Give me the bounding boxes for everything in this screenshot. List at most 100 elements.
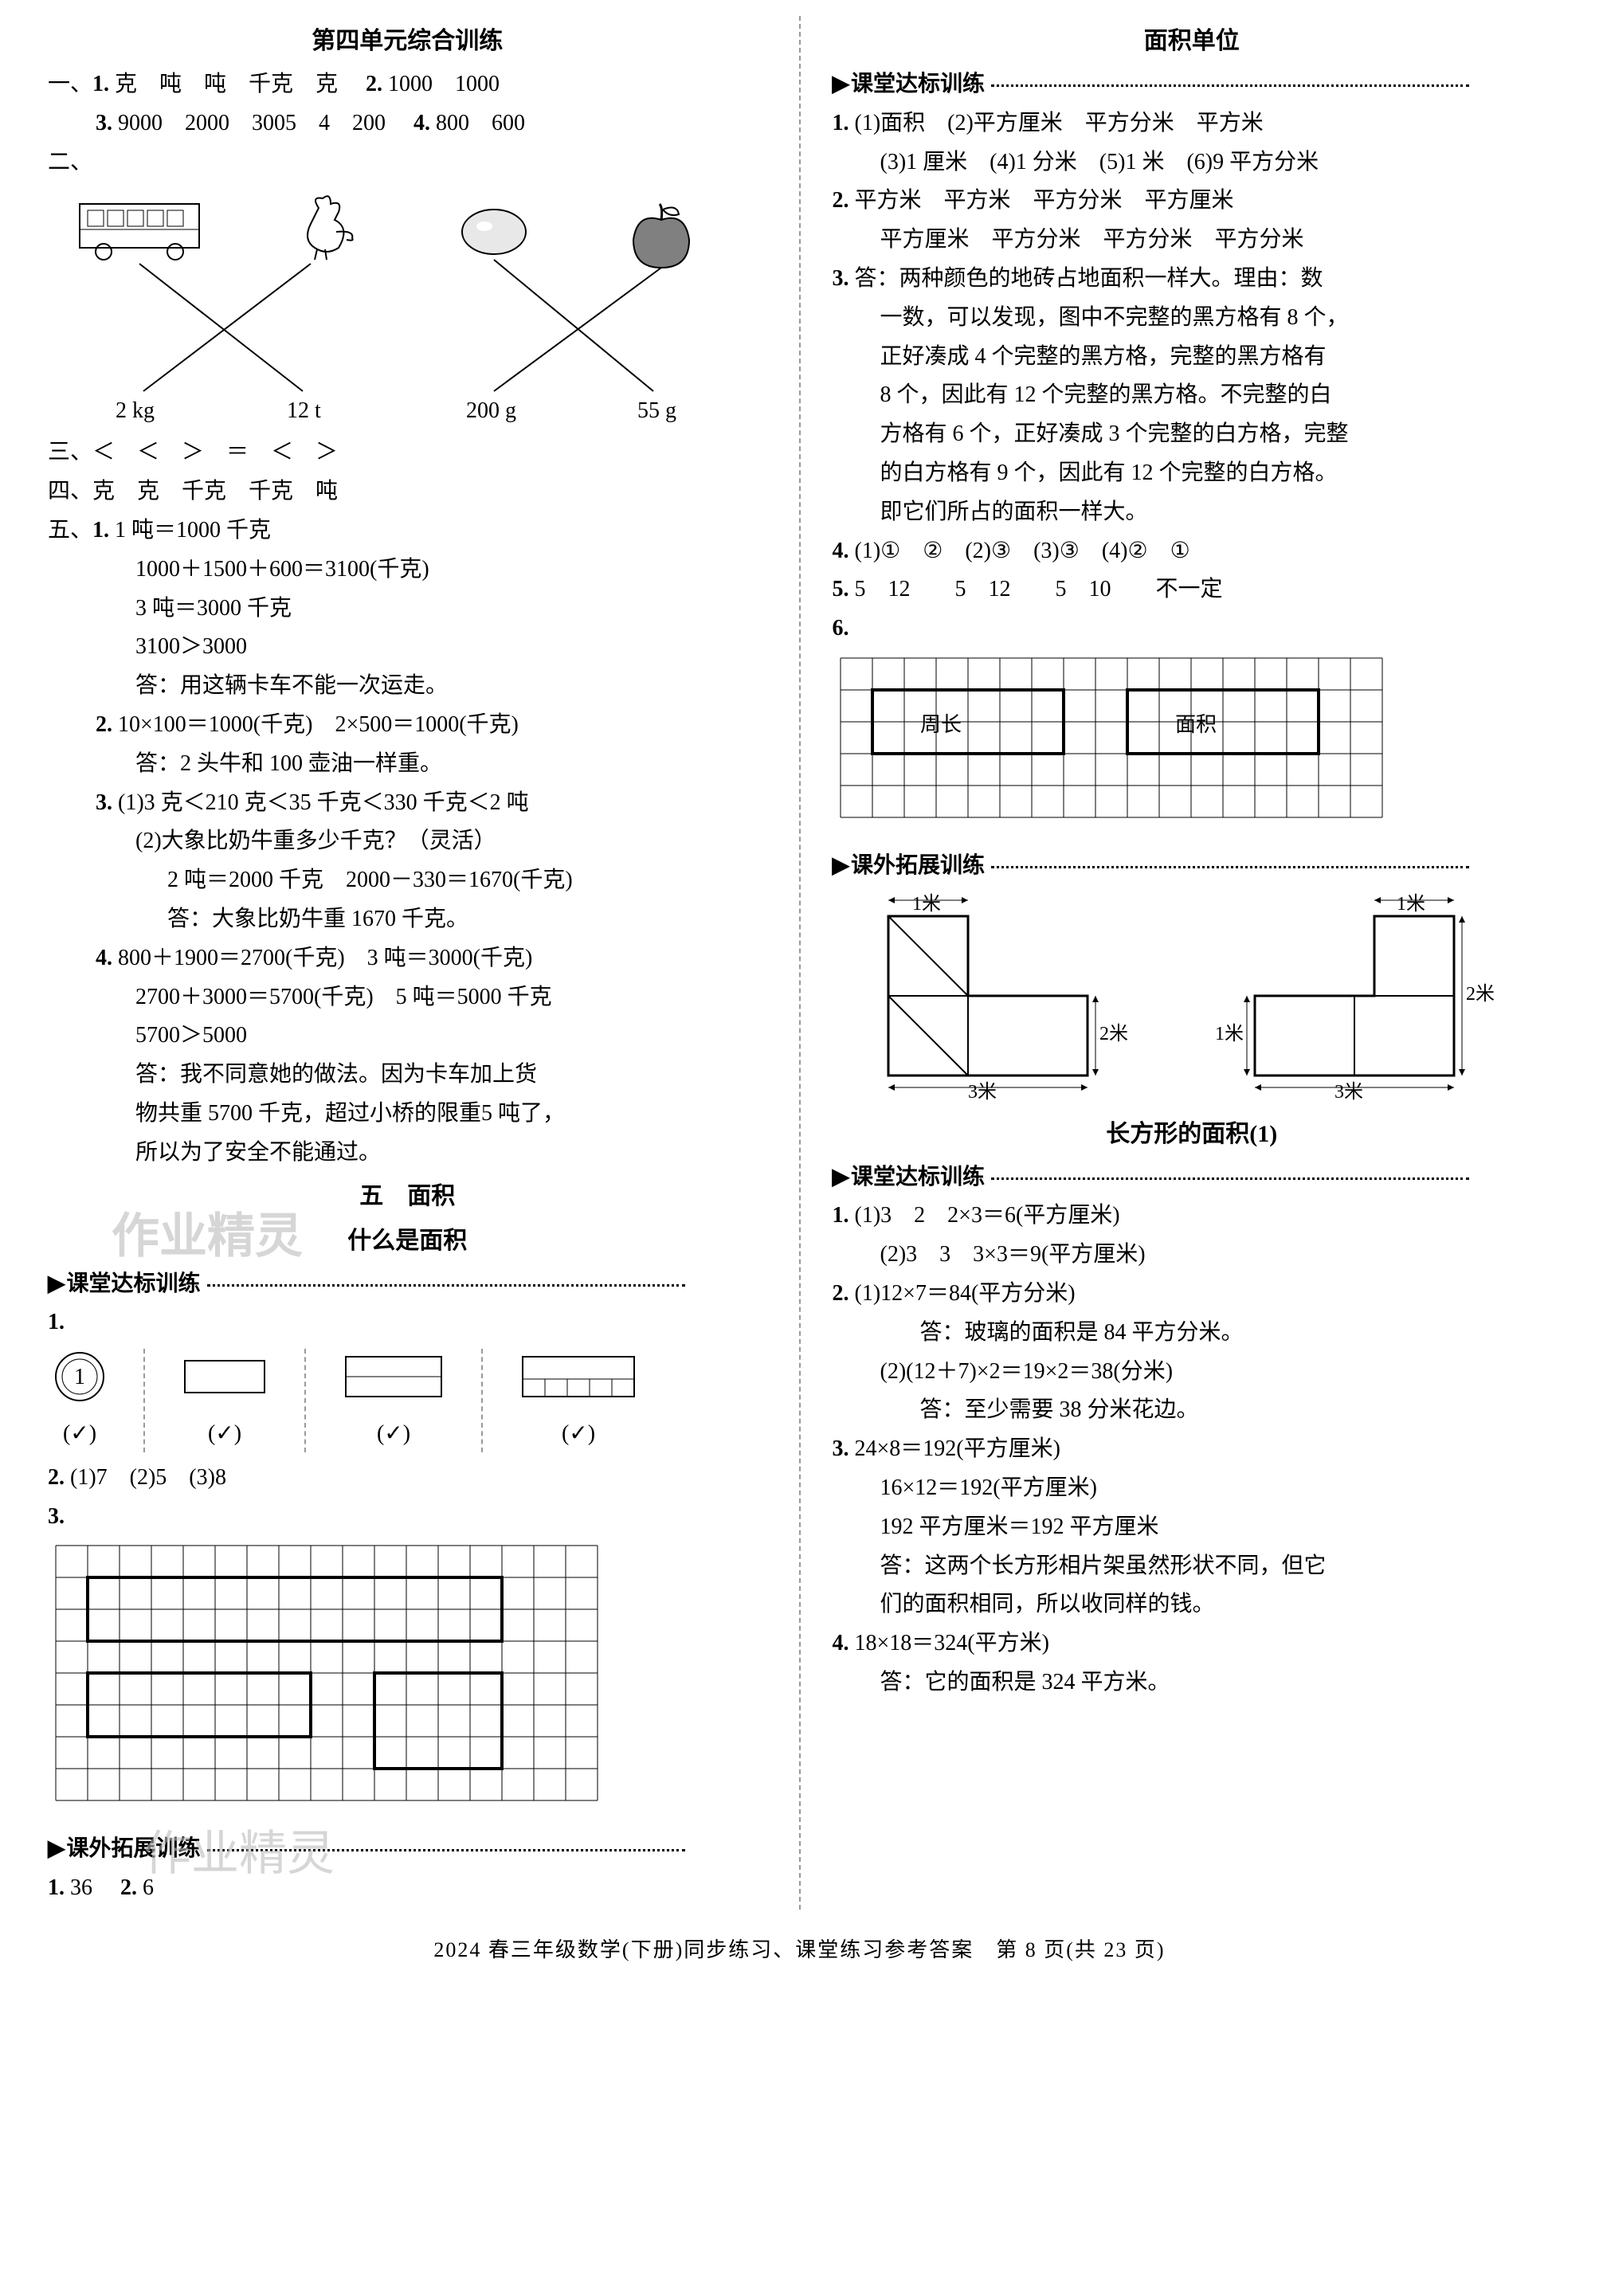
q1-n1: 1. bbox=[92, 72, 109, 96]
q5-l9: (2)大象比奶牛重多少千克？（灵活） bbox=[48, 824, 767, 860]
left-header1: 课堂达标训练 bbox=[48, 1267, 767, 1303]
rq6-n6: 6. bbox=[833, 616, 849, 641]
matching-diagram: 2 kg 12 t 200 g 55 g bbox=[48, 188, 749, 427]
rrq3-l5: 们的面积相同，所以收同样的钱。 bbox=[833, 1587, 1552, 1623]
q1-a2: 1000 1000 bbox=[388, 72, 500, 96]
left-header2: 课外拓展训练 bbox=[48, 1832, 767, 1867]
right-title: 面积单位 bbox=[833, 22, 1552, 61]
svg-text:1米: 1米 bbox=[912, 893, 941, 915]
q5-l2: 1000＋1500＋600＝3100(千克) bbox=[48, 552, 767, 588]
q5-l11: 答：大象比奶牛重 1670 千克。 bbox=[48, 902, 767, 938]
shape-left: 1米2米3米 bbox=[833, 892, 1151, 1107]
q5-l16: 物共重 5700 千克，超过小桥的限重5 吨了， bbox=[48, 1096, 767, 1132]
rq3-1: 3. 答：两种颜色的地砖占地面积一样大。理由：数 bbox=[833, 261, 1552, 297]
rrq3-l3: 192 平方厘米＝192 平方厘米 bbox=[833, 1510, 1552, 1546]
q5-l3: 3 吨＝3000 千克 bbox=[48, 591, 767, 627]
q1-n3: 3. bbox=[96, 111, 112, 135]
page-footer: 2024 春三年级数学(下册)同步练习、课堂练习参考答案 第 8 页(共 23 … bbox=[48, 1934, 1551, 1967]
right-title2: 长方形的面积(1) bbox=[833, 1115, 1552, 1154]
rrq3-l1: 24×8＝192(平方厘米) bbox=[855, 1436, 1060, 1461]
q1-prefix: 一、 bbox=[48, 72, 92, 96]
rq1-1: 1. (1)面积 (2)平方厘米 平方分米 平方米 bbox=[833, 106, 1552, 142]
q5-l1: 1 吨＝1000 千克 bbox=[115, 518, 271, 543]
rrq4-l1: 18×18＝324(平方米) bbox=[855, 1631, 1049, 1655]
q5b-n2: 2. bbox=[48, 1465, 65, 1490]
shape-right: 1米 1米 2米 3米 bbox=[1199, 892, 1518, 1107]
q6-grid: 周长 面积 bbox=[833, 650, 1406, 833]
grid3-svg bbox=[48, 1538, 621, 1816]
rrq1-l2: (2)3 3 3×3＝9(平方厘米) bbox=[833, 1237, 1552, 1273]
rq3-l2: 一数，可以发现，图中不完整的黑方格有 8 个， bbox=[833, 300, 1552, 336]
q5-n1: 1. bbox=[92, 518, 109, 543]
ext-n2: 2. bbox=[120, 1875, 137, 1900]
unit5-sub-wrap: 什么是面积 作业精灵 bbox=[48, 1222, 767, 1260]
svg-text:3米: 3米 bbox=[1334, 1081, 1363, 1103]
q4-prefix: 四、 bbox=[48, 479, 92, 503]
q5-l8: (1)3 克＜210 克＜35 千克＜330 千克＜2 吨 bbox=[118, 790, 529, 815]
svg-text:2米: 2米 bbox=[1099, 1023, 1128, 1044]
rq2-1: 2. 平方米 平方米 平方分米 平方厘米 bbox=[833, 183, 1552, 219]
svg-text:1米: 1米 bbox=[1397, 893, 1425, 915]
q5-line1: 五、1. 1 吨＝1000 千克 bbox=[48, 513, 767, 549]
q5a-n1: 1. bbox=[48, 1310, 65, 1334]
right-header1: 课堂达标训练 bbox=[833, 67, 1552, 103]
rq3-l5: 方格有 6 个，正好凑成 3 个完整的白方格，完整 bbox=[833, 417, 1552, 453]
q1-a4: 800 600 bbox=[436, 111, 525, 135]
rq6: 6. bbox=[833, 611, 1552, 647]
answer-cell-2: (✓) bbox=[338, 1349, 483, 1452]
q5-l12: 800＋1900＝2700(千克) 3 吨＝3000(千克) bbox=[118, 946, 532, 970]
q2-prefix: 二、 bbox=[48, 145, 767, 181]
q5-4: 4. 800＋1900＝2700(千克) 3 吨＝3000(千克) bbox=[48, 941, 767, 977]
rq1-n1: 1. bbox=[833, 111, 849, 135]
q4-content: 克 克 千克 千克 吨 bbox=[92, 479, 338, 503]
q5-n4: 4. bbox=[96, 946, 112, 970]
rq1-l2: (3)1 厘米 (4)1 分米 (5)1 米 (6)9 平方分米 bbox=[833, 145, 1552, 181]
q5-l5: 答：用这辆卡车不能一次运走。 bbox=[48, 668, 767, 704]
q5-2: 2. 10×100＝1000(千克) 2×500＝1000(千克) bbox=[48, 707, 767, 743]
check-1: (✓) bbox=[177, 1416, 272, 1452]
unit5-sub: 什么是面积 bbox=[347, 1228, 467, 1254]
answer-cell-0: 1 (✓) bbox=[48, 1349, 145, 1452]
right-header3: 课堂达标训练 bbox=[833, 1160, 1552, 1196]
match-label-0: 2 kg bbox=[116, 394, 155, 429]
rrq4-1: 4. 18×18＝324(平方米) bbox=[833, 1626, 1552, 1662]
answer-cell-1: (✓) bbox=[177, 1349, 306, 1452]
q5-l6: 10×100＝1000(千克) 2×500＝1000(千克) bbox=[118, 712, 519, 737]
q4-line: 四、克 克 千克 千克 吨 bbox=[48, 474, 767, 510]
rrq2-l2: 答：玻璃的面积是 84 平方分米。 bbox=[833, 1315, 1552, 1351]
q5-prefix: 五、 bbox=[48, 518, 92, 543]
match-label-3: 55 g bbox=[637, 394, 676, 429]
svg-text:1米: 1米 bbox=[1215, 1023, 1244, 1044]
ext-a2: 6 bbox=[143, 1875, 154, 1900]
q5-l17: 所以为了安全不能通过。 bbox=[48, 1135, 767, 1171]
q5a: 1. bbox=[48, 1305, 767, 1341]
rrq2-n2: 2. bbox=[833, 1281, 849, 1306]
q5b-content: (1)7 (2)5 (3)8 bbox=[70, 1465, 226, 1490]
rrq1-n1: 1. bbox=[833, 1203, 849, 1228]
rq5-n5: 5. bbox=[833, 577, 849, 601]
rq4-content: (1)① ② (2)③ (3)③ (4)② ① bbox=[855, 539, 1190, 563]
q5-3: 3. (1)3 克＜210 克＜35 千克＜330 千克＜2 吨 bbox=[48, 786, 767, 821]
svg-text:面积: 面积 bbox=[1175, 713, 1217, 736]
right-header2: 课外拓展训练 bbox=[833, 848, 1552, 884]
rq4-n4: 4. bbox=[833, 539, 849, 563]
ext-n1: 1. bbox=[48, 1875, 65, 1900]
q1-n4: 4. bbox=[413, 111, 430, 135]
svg-text:周长: 周长 bbox=[920, 713, 962, 736]
check-0: (✓) bbox=[48, 1416, 112, 1452]
q5-l10: 2 吨＝2000 千克 2000－330＝1670(千克) bbox=[48, 863, 767, 899]
rrq2-l3: (2)(12＋7)×2＝19×2＝38(分米) bbox=[833, 1354, 1552, 1390]
unit4-title: 第四单元综合训练 bbox=[48, 22, 767, 61]
svg-text:2米: 2米 bbox=[1466, 983, 1495, 1005]
column-divider bbox=[799, 16, 801, 1910]
q5c: 3. bbox=[48, 1499, 767, 1535]
q3-prefix: 三、 bbox=[48, 440, 92, 464]
q1-a1: 克 吨 吨 千克 克 bbox=[115, 72, 338, 96]
left-column: 第四单元综合训练 一、1. 克 吨 吨 千克 克 2. 1000 1000 3.… bbox=[48, 16, 767, 1910]
rq3-l7: 即它们所占的面积一样大。 bbox=[833, 495, 1552, 531]
q1-a3: 9000 2000 3005 4 200 bbox=[118, 111, 386, 135]
rrq3-n3: 3. bbox=[833, 1436, 849, 1461]
answer-cell-3: (✓) bbox=[515, 1349, 674, 1452]
rq1-l1: (1)面积 (2)平方厘米 平方分米 平方米 bbox=[855, 111, 1264, 135]
rrq2-l4: 答：至少需要 38 分米花边。 bbox=[833, 1393, 1552, 1428]
